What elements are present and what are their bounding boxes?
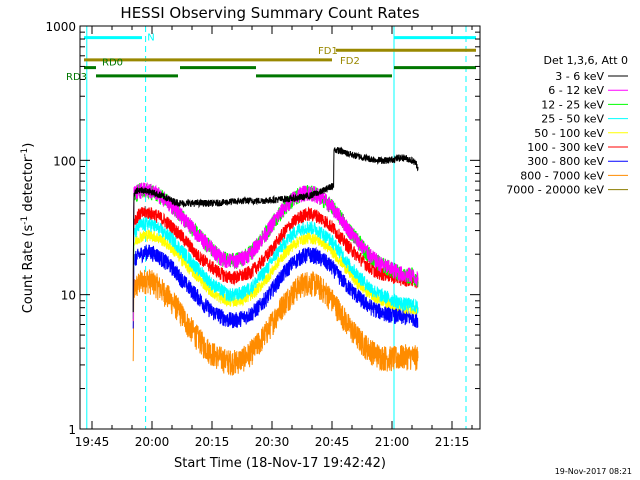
legend-header: Det 1,3,6, Att 0 [544, 54, 628, 67]
x-tick-label-5: 21:00 [375, 435, 410, 449]
x-tick-label-6: 21:15 [435, 435, 470, 449]
legend-label-4: 50 - 100 keV [534, 127, 604, 140]
x-tick-label-1: 20:00 [135, 435, 170, 449]
flag-label-rd0: RD0 [102, 58, 123, 69]
y-axis-label: Count Rate (s-1 detector-1) [20, 143, 36, 314]
x-axis-label: Start Time (18-Nov-17 19:42:42) [174, 456, 386, 471]
series-line-3 [132, 217, 419, 319]
legend-label-1: 6 - 12 keV [548, 84, 604, 97]
series-line-6 [132, 244, 419, 329]
y-tick-label-0: 1 [68, 423, 76, 437]
legend-label-7: 800 - 7000 keV [520, 169, 604, 182]
series-line-7 [132, 269, 419, 376]
flag-label-fd1: FD1 [318, 46, 338, 57]
legend-label-0: 3 - 6 keV [555, 70, 604, 83]
flag-label-rd3: RD3 [66, 72, 87, 83]
series-line-4 [132, 229, 419, 322]
x-tick-label-3: 20:30 [255, 435, 290, 449]
series-line-0 [132, 146, 419, 313]
plot-frame [79, 25, 481, 430]
legend-label-6: 300 - 800 keV [527, 155, 604, 168]
legend-label-2: 12 - 25 keV [541, 98, 604, 111]
x-tick-label-4: 20:45 [315, 435, 350, 449]
series-line-1 [132, 182, 419, 321]
legend-label-8: 7000 - 20000 keV [506, 184, 604, 197]
legend-label-3: 25 - 50 keV [541, 113, 604, 126]
chart-title: HESSI Observing Summary Count Rates [120, 4, 419, 22]
legend-label-5: 100 - 300 keV [527, 141, 604, 154]
flag-label-fd2: FD2 [340, 56, 360, 67]
y-tick-label-3: 1000 [45, 20, 76, 34]
series-line-5 [132, 206, 419, 313]
y-tick-label-2: 100 [53, 154, 76, 168]
flag-label-n: N [147, 33, 154, 44]
y-tick-label-1: 10 [61, 289, 76, 303]
footer-timestamp: 19-Nov-2017 08:21 [555, 467, 632, 476]
x-tick-label-0: 19:45 [75, 435, 110, 449]
x-tick-label-2: 20:15 [195, 435, 230, 449]
